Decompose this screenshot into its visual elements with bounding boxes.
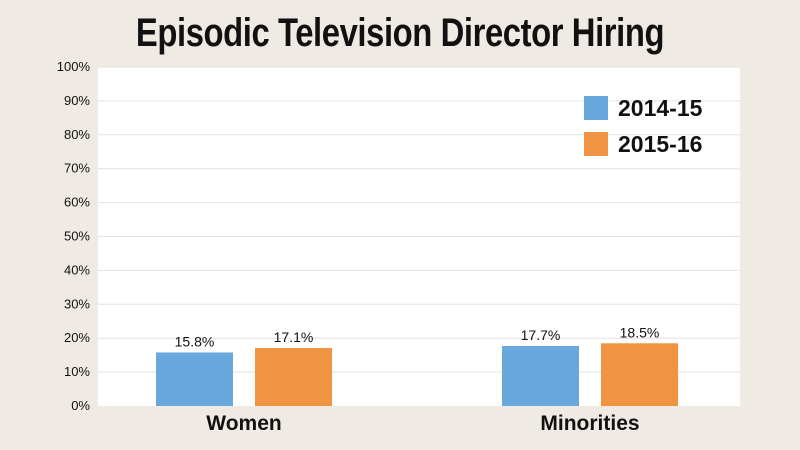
data-label: 17.1% <box>274 329 314 345</box>
y-tick-label: 0% <box>71 398 90 413</box>
y-tick-label: 30% <box>64 296 90 311</box>
legend-swatch <box>584 96 608 120</box>
bar-minorities-2014-15 <box>502 345 579 406</box>
chart-title: Episodic Television Director Hiring <box>135 11 665 55</box>
y-tick-label: 60% <box>64 195 90 210</box>
y-tick-label: 100% <box>57 59 91 74</box>
y-tick-label: 50% <box>64 229 90 244</box>
y-tick-label: 80% <box>64 127 90 142</box>
data-label: 17.7% <box>521 327 561 343</box>
data-label: 18.5% <box>620 324 660 340</box>
legend-swatch <box>584 132 608 156</box>
x-category-label: Minorities <box>540 412 639 435</box>
y-tick-label: 20% <box>64 330 90 345</box>
y-tick-label: 90% <box>64 93 90 108</box>
y-tick-label: 40% <box>64 262 90 277</box>
legend-label: 2015-16 <box>618 131 702 157</box>
bar-women-2015-16 <box>255 348 332 406</box>
x-category-label: Women <box>206 412 281 435</box>
y-tick-label: 10% <box>64 364 90 379</box>
bar-women-2014-15 <box>156 352 233 406</box>
data-label: 15.8% <box>175 333 215 349</box>
bar-minorities-2015-16 <box>601 343 678 406</box>
y-tick-label: 70% <box>64 161 90 176</box>
legend-label: 2014-15 <box>618 95 703 121</box>
